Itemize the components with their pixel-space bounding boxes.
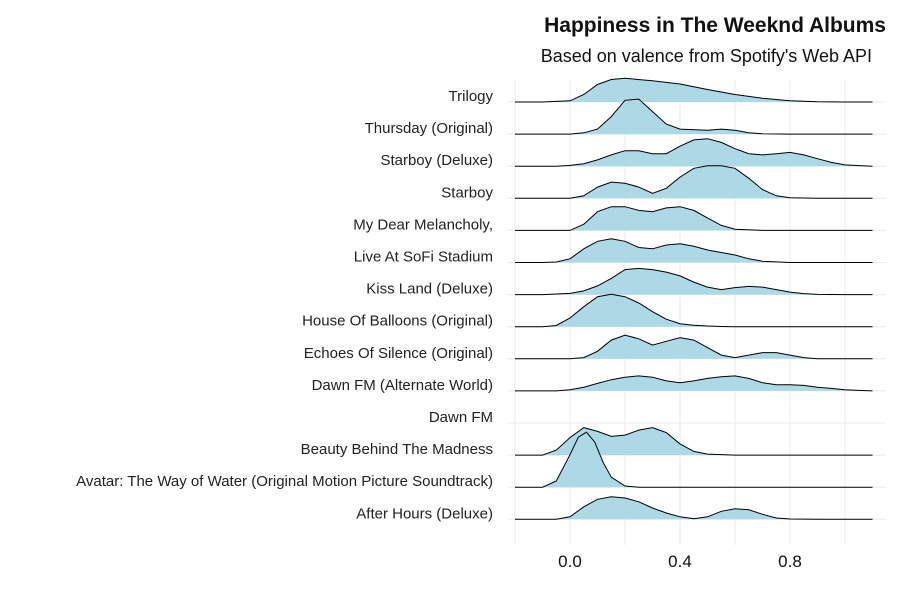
ridge-line-2	[515, 138, 873, 167]
ridge-line-11	[515, 427, 873, 456]
ridge-area-7	[515, 294, 873, 327]
ridge-line-5	[515, 238, 873, 263]
y-label: Avatar: The Way of Water (Original Motio…	[76, 473, 493, 490]
ridge-line-1	[515, 98, 873, 135]
ridge-line-13	[515, 496, 873, 520]
x-tick-label: 0.8	[778, 552, 802, 571]
ridge-line-6	[515, 267, 873, 296]
ridge-area-5	[515, 238, 873, 263]
y-label: Starboy	[441, 184, 493, 201]
y-label: Trilogy	[449, 88, 494, 105]
ridge-area-3	[515, 165, 873, 199]
ridge-area-13	[515, 496, 873, 520]
x-tick-label: 0.0	[558, 552, 582, 571]
y-axis-labels: Trilogy Thursday (Original) Starboy (Delux…	[76, 88, 493, 522]
ridges	[515, 77, 873, 520]
y-label: Live At SoFi Stadium	[354, 249, 493, 266]
ridge-line-0	[515, 77, 873, 103]
ridge-line-3	[515, 165, 873, 199]
ridge-area-6	[515, 268, 873, 295]
ridge-area-12	[515, 432, 873, 488]
y-label: Beauty Behind The Madness	[301, 441, 493, 458]
y-label: After Hours (Deluxe)	[356, 505, 493, 522]
y-label: House Of Balloons (Original)	[302, 313, 493, 330]
ridge-area-11	[515, 427, 873, 456]
y-label: Echoes Of Silence (Original)	[304, 345, 493, 362]
y-label: Dawn FM (Alternate World)	[312, 377, 493, 394]
ridge-line-7	[515, 293, 873, 328]
ridge-line-9	[515, 375, 873, 392]
ridge-area-0	[515, 78, 873, 102]
ridge-area-2	[515, 138, 873, 167]
y-label: Thursday (Original)	[365, 120, 493, 137]
x-tick-label: 0.4	[668, 552, 692, 571]
x-axis-ticks: 0.0 0.4 0.8	[558, 552, 802, 571]
ridge-area-1	[515, 99, 873, 135]
y-label: Dawn FM	[429, 409, 493, 426]
y-label: Kiss Land (Deluxe)	[366, 281, 493, 298]
chart-subtitle: Based on valence from Spotify's Web API	[541, 46, 872, 66]
ridge-area-8	[515, 335, 873, 359]
ridge-line-4	[515, 206, 873, 231]
y-label: Starboy (Deluxe)	[380, 152, 493, 169]
ridge-line-8	[515, 334, 873, 360]
chart-title: Happiness in The Weeknd Albums	[544, 14, 886, 37]
ridge-area-4	[515, 206, 873, 231]
y-label: My Dear Melancholy,	[353, 216, 493, 233]
ridge-line-12	[515, 431, 873, 488]
ridge-area-9	[515, 375, 873, 391]
